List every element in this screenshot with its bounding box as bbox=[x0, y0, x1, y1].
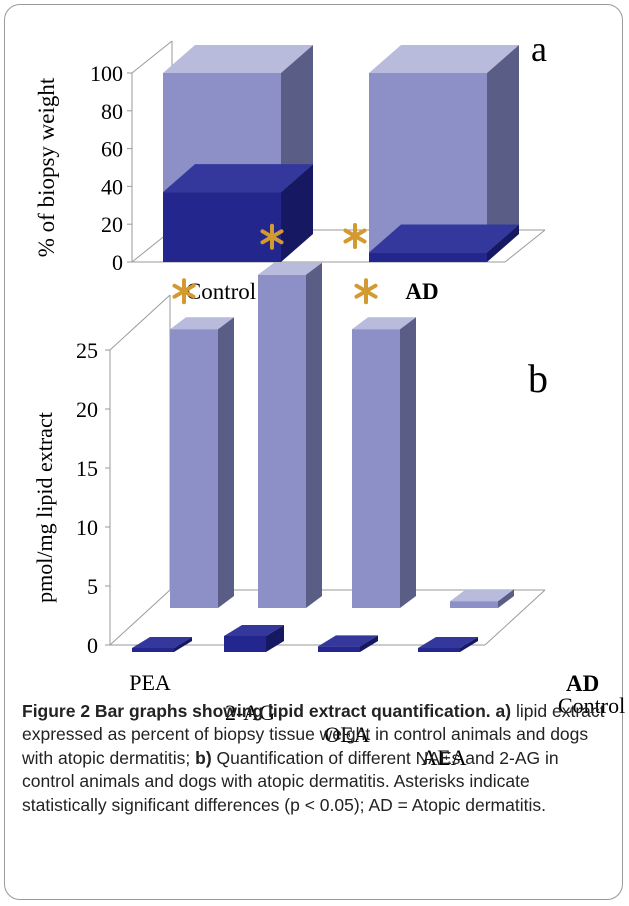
y-axis-line bbox=[109, 294, 171, 645]
caption-part-a-label: a) bbox=[495, 701, 512, 721]
caption-label: Figure 2 Bar graphs showing lipid extrac… bbox=[22, 701, 491, 721]
bar-control-upper-side bbox=[281, 45, 313, 193]
bar-2-ag-ad-front bbox=[258, 274, 306, 608]
y-tick-label: 0 bbox=[87, 633, 98, 658]
significance-asterisk-pea bbox=[172, 278, 196, 305]
bar-ad-upper-side bbox=[487, 45, 519, 253]
bar-ad-lower-side bbox=[487, 224, 519, 262]
y-tick-label: 20 bbox=[101, 212, 123, 237]
significance-asterisk-ad bbox=[343, 223, 367, 249]
x-tick-label-pea: PEA bbox=[129, 670, 171, 695]
significance-asterisk-ad-stroke bbox=[343, 228, 367, 244]
bar-oea-control-top bbox=[318, 635, 378, 647]
significance-asterisk-oea-stroke bbox=[354, 283, 378, 299]
bar-oea-control-side bbox=[360, 635, 378, 652]
bar-control-upper-top bbox=[163, 45, 313, 73]
bar-ad-upper-top bbox=[369, 45, 519, 73]
significance-asterisk-pea-stroke bbox=[172, 283, 196, 299]
y-tick-label: 60 bbox=[101, 137, 123, 162]
bar-oea-ad-side bbox=[400, 317, 416, 608]
y-tick-label: 100 bbox=[90, 61, 123, 86]
caption-part-b-text: Quantification of different NAEs and 2-A… bbox=[22, 747, 559, 815]
y-tick-label: 5 bbox=[87, 574, 98, 599]
x-tick-label-2-ag: 2-AG bbox=[225, 700, 275, 725]
significance-asterisk-oea bbox=[354, 278, 378, 305]
bar-ad-lower-front bbox=[369, 252, 487, 262]
bar-aea-control-side bbox=[460, 637, 478, 652]
floor-right-edge bbox=[504, 229, 546, 263]
y-axis-title: pmol/mg lipid extract bbox=[32, 412, 57, 603]
bar-2-ag-ad bbox=[258, 262, 322, 608]
bar-2-ag-ad-top bbox=[258, 262, 322, 275]
bar-aea-control-front bbox=[418, 648, 460, 652]
caption-part-b-label: b) bbox=[195, 747, 212, 768]
bar-2-ag-control-top bbox=[224, 625, 284, 636]
bar-control-lower bbox=[163, 164, 313, 262]
bar-aea-ad-front bbox=[450, 601, 498, 608]
bar-control-lower-side bbox=[281, 164, 313, 262]
bar-pea-ad bbox=[170, 317, 234, 608]
series-label-control: Control bbox=[558, 693, 625, 718]
bar-aea-ad-side bbox=[498, 589, 514, 608]
significance-asterisk-2-ag-stroke bbox=[260, 229, 284, 245]
x-tick-label-aea: AEA bbox=[421, 745, 466, 770]
caption-part-a-text: lipid extract expressed as percent of bi… bbox=[22, 701, 605, 768]
bar-control-lower-front bbox=[163, 192, 281, 262]
bar-pea-control-front bbox=[132, 648, 174, 652]
x-tick-label-ad: AD bbox=[405, 279, 438, 304]
bar-oea-ad-front bbox=[352, 329, 400, 608]
bar-ad-upper bbox=[369, 45, 519, 253]
floor-right-edge bbox=[484, 589, 546, 646]
y-tick-label: 40 bbox=[101, 174, 123, 199]
bar-ad-lower-top bbox=[369, 224, 519, 253]
bar-pea-ad-top bbox=[170, 317, 234, 330]
bar-pea-control-top bbox=[132, 637, 192, 648]
bar-control-lower-top bbox=[163, 164, 313, 193]
panel-label-a: a bbox=[531, 29, 547, 69]
bar-ad-upper-front bbox=[369, 73, 487, 253]
bar-oea-ad bbox=[352, 317, 416, 608]
bar-pea-control-side bbox=[174, 637, 192, 652]
bar-aea-control bbox=[418, 637, 478, 652]
y-tick-label: 25 bbox=[76, 338, 98, 363]
floor-left-edge bbox=[109, 589, 171, 646]
bar-aea-ad-top bbox=[450, 589, 514, 602]
bar-pea-ad-side bbox=[218, 317, 234, 608]
figure-caption: Figure 2 Bar graphs showing lipid extrac… bbox=[22, 700, 612, 817]
y-tick-label: 10 bbox=[76, 515, 98, 540]
bar-2-ag-control bbox=[224, 625, 284, 652]
x-tick-label-oea: OEA bbox=[324, 722, 369, 747]
bar-control-upper bbox=[163, 45, 313, 193]
panel-label-b: b bbox=[528, 356, 548, 401]
bar-oea-control-front bbox=[318, 646, 360, 652]
chart-a: 0 20 40 60 80 100 % of biopsy weight Control AD a bbox=[34, 29, 547, 304]
y-axis-title: % of biopsy weight bbox=[34, 77, 59, 257]
significance-asterisk-2-ag bbox=[260, 223, 284, 250]
bar-pea-control bbox=[132, 637, 192, 652]
bar-ad-lower bbox=[369, 224, 519, 262]
series-label-ad: AD bbox=[566, 671, 599, 696]
bar-2-ag-ad-side bbox=[306, 262, 322, 608]
y-tick-label: 0 bbox=[112, 250, 123, 275]
bar-2-ag-control-front bbox=[224, 636, 266, 652]
x-tick-label-control: Control bbox=[186, 279, 256, 304]
chart-b: 0 5 10 15 20 25 pmol/mg lipid extract PEA 2-AG OE… bbox=[32, 223, 625, 770]
y-tick-label: 15 bbox=[76, 456, 98, 481]
bar-pea-ad-front bbox=[170, 329, 218, 608]
bar-2-ag-control-side bbox=[266, 625, 284, 652]
y-tick-label: 80 bbox=[101, 99, 123, 124]
bar-oea-ad-top bbox=[352, 317, 416, 330]
bar-aea-control-top bbox=[418, 637, 478, 648]
bar-aea-ad bbox=[450, 589, 514, 608]
bar-oea-control bbox=[318, 635, 378, 652]
y-tick-label: 20 bbox=[76, 397, 98, 422]
